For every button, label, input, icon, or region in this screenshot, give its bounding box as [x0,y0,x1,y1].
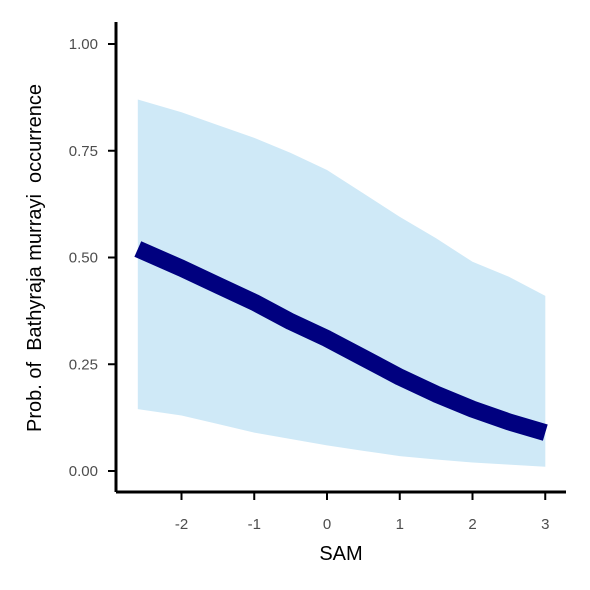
ticks: -2 -1 0 1 2 3 0.00 0.25 0.50 0.75 1.00 [69,36,550,533]
confidence-ribbon [137,99,546,467]
x-tick-label: 1 [396,516,404,533]
x-tick-label: -2 [175,516,188,533]
y-tick-label: 0.25 [69,356,98,373]
x-tick-label: -1 [248,516,261,533]
y-tick-label: 0.75 [69,143,98,160]
x-tick-label: 2 [468,516,476,533]
fitted-line [134,241,548,441]
x-axis-title: SAM [319,543,362,565]
y-tick-label: 1.00 [69,36,98,53]
y-tick-label: 0.50 [69,250,98,267]
x-tick-label: 3 [541,516,549,533]
y-axis-title: Prob. of Bathyraja murrayi occurrence [24,84,46,432]
x-tick-label: 0 [323,516,331,533]
plot-area [134,99,548,467]
y-tick-label: 0.00 [69,463,98,480]
